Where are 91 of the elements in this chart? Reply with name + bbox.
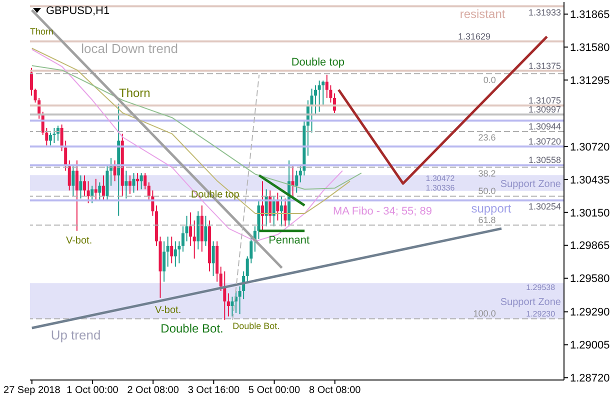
candlestick	[170, 236, 174, 264]
ref-line-label: 1.30997	[528, 104, 561, 114]
ref-line-label: 1.31629	[458, 31, 491, 42]
annotation: 100.0	[473, 308, 496, 318]
candlestick	[72, 166, 75, 197]
candlestick	[30, 67, 33, 96]
y-tick-label: 1.29290	[570, 306, 610, 319]
candlestick	[144, 172, 147, 190]
candlestick	[204, 215, 208, 246]
candlestick	[79, 174, 82, 200]
y-tick-label: 1.30720	[570, 141, 610, 154]
candlestick	[272, 196, 276, 227]
candlestick	[276, 192, 280, 221]
x-tick-label: 1 Oct 00:00	[66, 385, 119, 396]
candlestick	[226, 292, 230, 317]
candlestick	[280, 196, 283, 227]
candlestick	[178, 240, 181, 264]
y-tick-label: 1.30435	[570, 174, 610, 186]
band-label: Support Zone	[500, 296, 562, 308]
candlestick	[185, 215, 188, 242]
y-tick-label: 1.29005	[570, 340, 610, 352]
y-tick-label: 1.28720	[570, 372, 610, 385]
candlestick	[98, 182, 102, 202]
annotation: 1.30336	[426, 183, 456, 192]
ref-line-label: 1.31375	[528, 60, 561, 71]
candlestick	[318, 80, 321, 112]
annotation: Double Bot.	[160, 322, 224, 336]
annotation: support	[471, 201, 512, 216]
candlestick	[174, 240, 177, 268]
annotation: 50.0	[478, 186, 496, 196]
annotation: V-bot.	[66, 236, 92, 247]
candlestick	[124, 170, 128, 200]
annotation: 61.8	[478, 214, 496, 225]
x-tick-label: 3 Oct 16:00	[188, 385, 240, 396]
annotation: Pennant	[268, 234, 310, 247]
candlestick	[291, 166, 294, 197]
y-tick-label: 1.31580	[570, 42, 610, 54]
candlestick	[310, 88, 314, 134]
ref-line-label: 1.30720	[528, 136, 561, 146]
annotation: 1.30472	[426, 174, 456, 184]
annotation: Double top	[291, 56, 345, 69]
candlestick	[83, 174, 86, 197]
y-tick-label: 1.31865	[570, 9, 610, 22]
candlestick	[75, 160, 78, 232]
candlestick	[68, 160, 71, 191]
candlestick	[212, 240, 215, 276]
candlestick	[162, 240, 166, 282]
candlestick	[192, 220, 196, 260]
y-tick-label: 1.30150	[570, 207, 610, 220]
annotation: Double Bot.	[232, 321, 280, 332]
annotation: 1.29230	[526, 309, 556, 318]
candlestick	[102, 174, 105, 202]
candlestick	[140, 172, 143, 190]
candlestick	[284, 198, 287, 227]
candlestick	[86, 180, 90, 204]
y-tick-label: 1.29865	[570, 240, 610, 252]
candlestick	[325, 74, 328, 98]
ref-line-label: 1.31075	[528, 95, 561, 106]
band-label: Support Zone	[500, 179, 562, 190]
candlestick	[48, 132, 52, 146]
annotation: 0.0	[483, 74, 496, 85]
candlestick	[166, 236, 170, 268]
x-tick-label: 27 Sep 2018	[4, 385, 61, 396]
candlestick	[295, 170, 298, 194]
x-tick-label: 2 Oct 08:00	[127, 385, 180, 396]
candlestick	[132, 172, 136, 194]
ref-line-label: 1.31933	[528, 7, 561, 18]
annotation: 23.6	[478, 132, 496, 143]
candlestick	[181, 226, 184, 252]
y-tick-label: 1.29580	[570, 273, 610, 286]
y-tick-label: 1.31295	[570, 74, 610, 87]
x-tick-label: 8 Oct 08:00	[309, 385, 362, 396]
ref-line-label: 1.30558	[528, 155, 561, 166]
candlestick	[113, 160, 116, 182]
annotation: Thorn	[30, 26, 54, 36]
annotation: Up trend	[50, 328, 101, 343]
annotation: resistant	[460, 7, 506, 22]
x-tick-label: 5 Oct 00:00	[248, 385, 301, 396]
ref-line-label: 1.30254	[528, 201, 561, 212]
candlestick	[128, 174, 132, 194]
candlestick	[189, 212, 192, 246]
chart-title: GBPUSD,H1	[46, 5, 110, 17]
annotation: MA Fibo - 34; 55; 89	[332, 206, 432, 218]
candlestick	[261, 180, 264, 232]
candlestick	[230, 296, 234, 317]
annotation: 38.2	[478, 168, 496, 179]
annotation: Thorn	[119, 86, 150, 100]
annotation: V-bot.	[154, 304, 182, 316]
annotation: 1.29538	[526, 282, 556, 292]
ref-line-label: 1.30944	[528, 122, 561, 132]
annotation: local Down trend	[81, 40, 178, 56]
